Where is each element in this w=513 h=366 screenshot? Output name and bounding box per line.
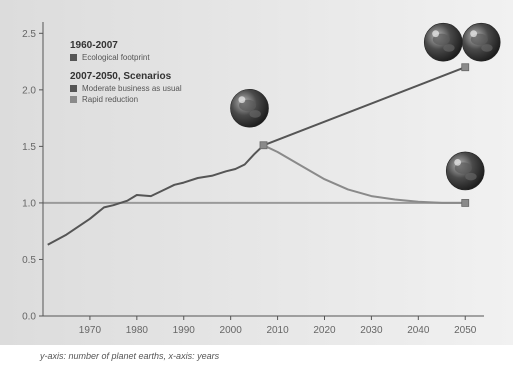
- legend-item-business-as-usual: Moderate business as usual: [70, 84, 182, 93]
- legend-heading-historic: 1960-2007: [70, 40, 118, 51]
- y-tick-label: 2.5: [22, 29, 36, 40]
- x-tick-label: 2050: [454, 325, 477, 336]
- legend-item-footprint: Ecological footprint: [70, 53, 182, 62]
- series-line-business-as-usual: [263, 66, 466, 147]
- series-line-ecological-footprint: [47, 144, 265, 246]
- earth-icon: [230, 88, 269, 128]
- y-tick-label: 1.5: [22, 142, 36, 153]
- x-tick-label: 2040: [407, 325, 430, 336]
- y-tick-label: 2.0: [22, 85, 36, 96]
- x-tick-label: 2020: [313, 325, 336, 336]
- earth-icon: [445, 151, 485, 191]
- x-tick-label: 1990: [173, 325, 196, 336]
- earth-icon: [461, 22, 501, 62]
- earth-icon: [423, 22, 463, 62]
- legend: 1960-2007 Ecological footprint 2007-2050…: [70, 38, 182, 104]
- legend-swatch-rapid-reduction: [70, 96, 77, 103]
- x-tick-label: 2000: [220, 325, 243, 336]
- x-tick-label: 1970: [79, 325, 102, 336]
- x-tick-label: 1980: [126, 325, 149, 336]
- x-tick-label: 2030: [360, 325, 383, 336]
- legend-swatch-footprint: [70, 54, 77, 61]
- legend-item-rapid-reduction: Rapid reduction: [70, 95, 182, 104]
- legend-label-business-as-usual: Moderate business as usual: [82, 84, 182, 93]
- x-tick-label: 2010: [266, 325, 289, 336]
- legend-swatch-business-as-usual: [70, 85, 77, 92]
- axis-caption: y-axis: number of planet earths, x-axis:…: [40, 351, 220, 361]
- series-line-rapid-reduction: [263, 144, 466, 204]
- marker-2050-business-as-usual: [461, 63, 470, 72]
- plot-background: [0, 0, 513, 345]
- marker-2007: [259, 141, 268, 150]
- y-tick-label: 1.0: [22, 198, 36, 209]
- legend-label-footprint: Ecological footprint: [82, 53, 150, 62]
- marker-2050-rapid-reduction: [461, 199, 470, 207]
- y-tick-label: 0.5: [22, 255, 36, 266]
- legend-heading-scenarios: 2007-2050, Scenarios: [70, 71, 172, 82]
- legend-label-rapid-reduction: Rapid reduction: [82, 95, 139, 104]
- y-tick-label: 0.0: [22, 312, 36, 323]
